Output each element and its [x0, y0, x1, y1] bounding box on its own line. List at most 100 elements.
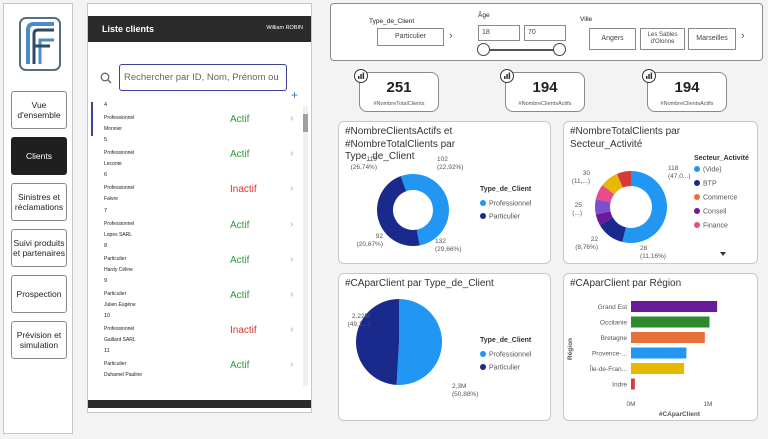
- chart-card: #NombreTotalClients par Secteur_Activité…: [563, 121, 758, 264]
- category-label: Occitanie: [600, 320, 627, 327]
- client-list-panel: Liste clients William ROBIN Rechercher p…: [87, 3, 312, 413]
- nav-button[interactable]: Prospection: [11, 275, 67, 313]
- list-item[interactable]: 5 Professionnel Leconte Actif ›: [88, 137, 298, 172]
- client-id: 5: [104, 137, 108, 144]
- client-name: Leconte: [104, 161, 122, 168]
- legend-marker: [694, 194, 700, 200]
- x-tick-label: 1M: [703, 401, 712, 408]
- donut-slice: [400, 174, 449, 246]
- bar: [631, 301, 718, 312]
- client-name: Faivre: [104, 196, 118, 203]
- type-filter-select[interactable]: Particulier: [377, 28, 444, 46]
- chevron-right-icon[interactable]: ›: [290, 289, 294, 300]
- client-type: Particulier: [104, 291, 127, 297]
- bar: [631, 363, 685, 374]
- client-id: 4: [104, 102, 108, 108]
- chevron-right-icon[interactable]: ›: [449, 30, 453, 42]
- data-label: 92 (20,67%): [357, 233, 384, 248]
- legend-item: BTP: [703, 181, 717, 188]
- age-filter-label: Âge: [478, 12, 490, 19]
- scrollbar[interactable]: [303, 106, 308, 386]
- ville-option[interactable]: Les Sables d'Olonne: [640, 28, 685, 50]
- chevron-right-icon[interactable]: ›: [290, 324, 294, 336]
- left-nav: Vue d'ensemble Clients Sinistres et réclam…: [3, 3, 73, 434]
- nav-button[interactable]: Vue d'ensemble: [11, 91, 67, 129]
- kpi-card: 251 #NombreTotalClients: [359, 72, 439, 112]
- age-slider-max-handle[interactable]: [553, 43, 566, 56]
- age-min-input[interactable]: 18: [478, 25, 520, 41]
- client-id: 9: [104, 278, 108, 284]
- chevron-right-icon[interactable]: ›: [290, 253, 294, 265]
- client-id: 11: [104, 348, 110, 355]
- donut-slice: [595, 211, 613, 225]
- filter-panel: Type_de_Client Particulier › Âge 18 70 V…: [330, 3, 763, 61]
- chevron-right-icon[interactable]: ›: [290, 113, 294, 124]
- chevron-right-icon[interactable]: ›: [290, 218, 294, 230]
- nav-button[interactable]: Suivi produits et partenaires: [11, 229, 67, 267]
- pie-chart[interactable]: 2,3M (50,88%) 2,22M (49,1...) Type_de_Client…: [339, 274, 552, 422]
- legend-title: Type_de_Client: [480, 337, 532, 344]
- scrollbar-thumb[interactable]: [303, 114, 308, 132]
- legend-marker: [480, 213, 486, 219]
- client-type: Professionnel: [104, 185, 135, 192]
- add-client-button[interactable]: +: [291, 88, 299, 102]
- donut-slice: [599, 217, 626, 242]
- client-status: Inactif: [230, 184, 257, 196]
- nav-button[interactable]: Sinistres et réclamations: [11, 183, 67, 221]
- x-axis-label: #CAparClient: [659, 411, 701, 418]
- donut-chart[interactable]: 102 (22,92%) 119 (26,74%) 132 (29,66%) 92 (20,6…: [339, 122, 552, 265]
- data-label: 22 (8,76%): [575, 236, 598, 251]
- chevron-right-icon[interactable]: ›: [290, 183, 294, 195]
- list-item[interactable]: 7 Professionnel Lopes SARL Actif ›: [88, 208, 298, 243]
- chart-card: #CAparClient par Région Grand Est Occitan…: [563, 273, 758, 421]
- data-label: 25 (...): [572, 202, 582, 217]
- logo-icon: [19, 17, 61, 71]
- search-input[interactable]: Rechercher par ID, Nom, Prénom ou: [119, 64, 287, 91]
- kpi-value: 194: [674, 79, 700, 96]
- kpi-value: 251: [386, 79, 412, 96]
- nav-button[interactable]: Clients: [11, 137, 67, 175]
- bar: [631, 316, 710, 328]
- kpi-card: 194 #NombreClientsActifs: [505, 72, 585, 112]
- bar-chart[interactable]: Grand Est Occitanie Bretagne Provence-... Îl…: [564, 274, 759, 422]
- client-status: Actif: [230, 290, 250, 301]
- client-name: Julien Eugène: [104, 302, 136, 308]
- chevron-right-icon[interactable]: ›: [741, 30, 745, 42]
- client-id: 6: [104, 172, 108, 179]
- ville-filter-label: Ville: [580, 16, 593, 23]
- chevron-right-icon[interactable]: ›: [290, 148, 294, 160]
- client-type: Professionnel: [104, 220, 135, 227]
- legend-item: (Vide): [703, 167, 722, 174]
- category-label: Provence-...: [592, 351, 627, 358]
- legend-marker: [694, 222, 700, 228]
- chart-icon: [500, 69, 514, 83]
- list-item[interactable]: 6 Professionnel Faivre Inactif ›: [88, 172, 298, 207]
- age-max-input[interactable]: 70: [524, 25, 566, 41]
- donut-chart[interactable]: 118 (47,0...) 28 (11,16%) 22 (8,76%) 25 (...) 30…: [564, 122, 759, 265]
- legend-item: Conseil: [703, 209, 727, 216]
- age-slider-track[interactable]: [483, 49, 563, 51]
- chart-card: #CAparClient par Type_de_Client 2,3M (50,…: [338, 273, 551, 421]
- type-filter-label: Type_de_Client: [369, 18, 415, 25]
- donut-slice: [595, 185, 615, 203]
- client-id: 10: [104, 313, 111, 320]
- list-item[interactable]: 8 Particulier Hardy Céline Actif ›: [88, 243, 298, 278]
- category-label: Grand Est: [598, 304, 627, 311]
- data-label: 30 (11,...): [572, 170, 591, 185]
- category-label: Indre: [612, 382, 627, 389]
- list-item[interactable]: 4 Professionnel Monnier Actif ›: [88, 102, 298, 137]
- legend-item: Commerce: [703, 195, 737, 202]
- chevron-right-icon[interactable]: ›: [290, 359, 294, 371]
- donut-slice: [602, 173, 623, 195]
- list-item[interactable]: 11 Particulier Duhamel Pauline Actif ›: [88, 348, 298, 383]
- age-slider-min-handle[interactable]: [477, 43, 490, 56]
- list-item[interactable]: 9 Particulier Julien Eugène Actif ›: [88, 278, 298, 313]
- kpi-label: #NombreTotalClients: [373, 101, 425, 107]
- ville-option[interactable]: Angers: [589, 28, 636, 50]
- nav-button[interactable]: Prévision et simulation: [11, 321, 67, 359]
- list-item[interactable]: 10 Professionnel Gaillard SARL Inactif ›: [88, 313, 298, 348]
- client-name: Monnier: [104, 126, 123, 132]
- ville-option[interactable]: Marseilles: [688, 28, 736, 50]
- client-status: Actif: [230, 149, 250, 161]
- data-label: 28 (11,16%): [640, 245, 666, 260]
